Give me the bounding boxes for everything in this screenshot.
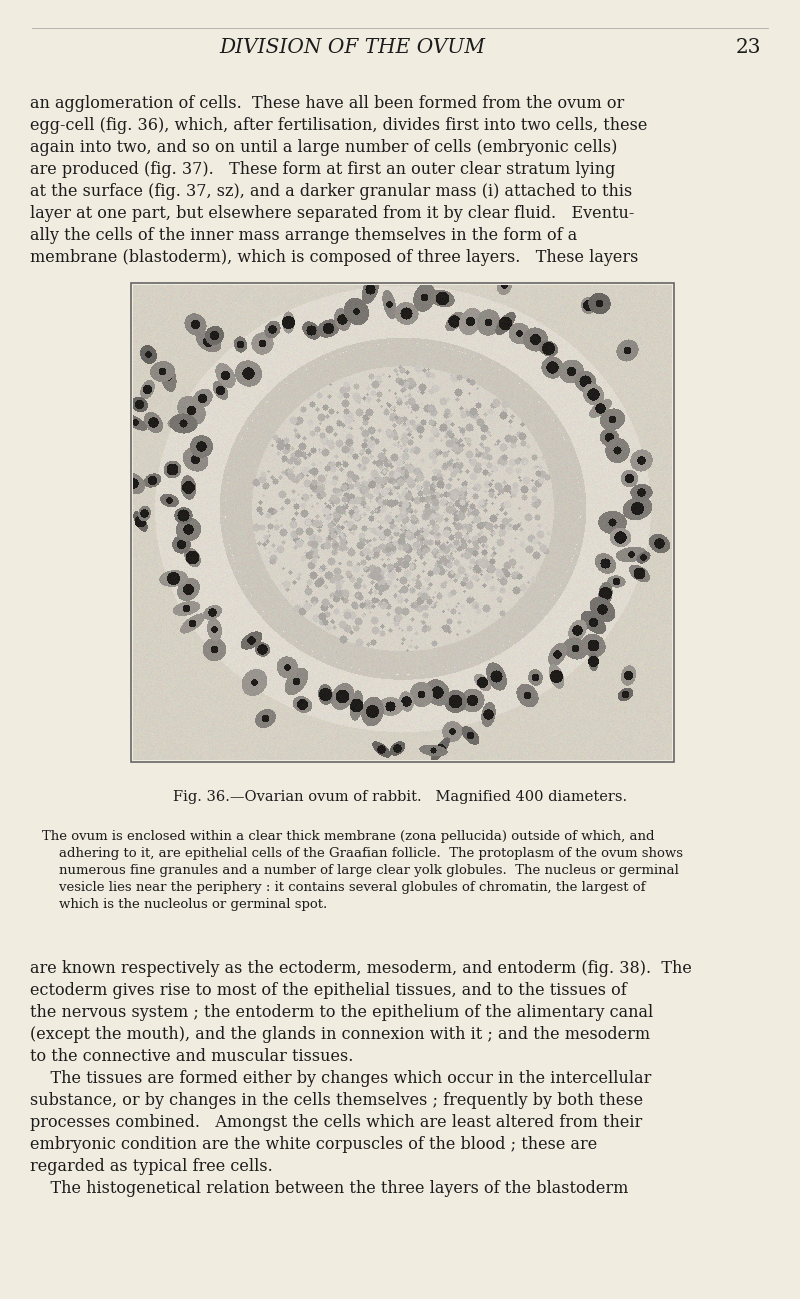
Text: again into two, and so on until a large number of cells (embryonic cells): again into two, and so on until a large … (30, 139, 618, 156)
Text: 23: 23 (735, 38, 761, 57)
Text: The ovum is enclosed within a clear thick membrane (zona pellucida) outside of w: The ovum is enclosed within a clear thic… (42, 830, 654, 843)
Text: an agglomeration of cells.  These have all been formed from the ovum or: an agglomeration of cells. These have al… (30, 95, 624, 112)
Text: vesicle lies near the periphery : it contains several globules of chromatin, the: vesicle lies near the periphery : it con… (42, 881, 646, 894)
Text: numerous fine granules and a number of large clear yolk globules.  The nucleus o: numerous fine granules and a number of l… (42, 864, 679, 877)
Text: which is the nucleolus or germinal spot.: which is the nucleolus or germinal spot. (42, 898, 327, 911)
Text: The tissues are formed either by changes which occur in the intercellular: The tissues are formed either by changes… (30, 1070, 651, 1087)
Text: embryonic condition are the white corpuscles of the blood ; these are: embryonic condition are the white corpus… (30, 1137, 598, 1154)
Text: to the connective and muscular tissues.: to the connective and muscular tissues. (30, 1048, 354, 1065)
Text: The histogenetical relation between the three layers of the blastoderm: The histogenetical relation between the … (30, 1179, 628, 1196)
Text: processes combined.   Amongst the cells which are least altered from their: processes combined. Amongst the cells wh… (30, 1115, 642, 1131)
Text: are produced (fig. 37).   These form at first an outer clear stratum lying: are produced (fig. 37). These form at fi… (30, 161, 615, 178)
Text: at the surface (fig. 37, sz), and a darker granular mass (i) attached to this: at the surface (fig. 37, sz), and a dark… (30, 183, 632, 200)
Text: egg-cell (fig. 36), which, after fertilisation, divides first into two cells, th: egg-cell (fig. 36), which, after fertili… (30, 117, 647, 134)
Text: (except the mouth), and the glands in connexion with it ; and the mesoderm: (except the mouth), and the glands in co… (30, 1026, 650, 1043)
Text: ectoderm gives rise to most of the epithelial tissues, and to the tissues of: ectoderm gives rise to most of the epith… (30, 982, 626, 999)
Text: adhering to it, are epithelial cells of the Graafian follicle.  The protoplasm o: adhering to it, are epithelial cells of … (42, 847, 683, 860)
Text: ally the cells of the inner mass arrange themselves in the form of a: ally the cells of the inner mass arrange… (30, 227, 578, 244)
Text: DIVISION OF THE OVUM: DIVISION OF THE OVUM (219, 38, 485, 57)
Text: are known respectively as the ectoderm, mesoderm, and entoderm (fig. 38).  The: are known respectively as the ectoderm, … (30, 960, 692, 977)
Text: Fig. 36.—Ovarian ovum of rabbit.   Magnified 400 diameters.: Fig. 36.—Ovarian ovum of rabbit. Magnifi… (173, 790, 627, 804)
Text: membrane (blastoderm), which is composed of three layers.   These layers: membrane (blastoderm), which is composed… (30, 249, 638, 266)
Text: the nervous system ; the entoderm to the epithelium of the alimentary canal: the nervous system ; the entoderm to the… (30, 1004, 654, 1021)
Text: substance, or by changes in the cells themselves ; frequently by both these: substance, or by changes in the cells th… (30, 1092, 643, 1109)
Text: regarded as typical free cells.: regarded as typical free cells. (30, 1157, 273, 1176)
Text: layer at one part, but elsewhere separated from it by clear fluid.   Eventu-: layer at one part, but elsewhere separat… (30, 205, 634, 222)
Bar (131, 283, 674, 763)
